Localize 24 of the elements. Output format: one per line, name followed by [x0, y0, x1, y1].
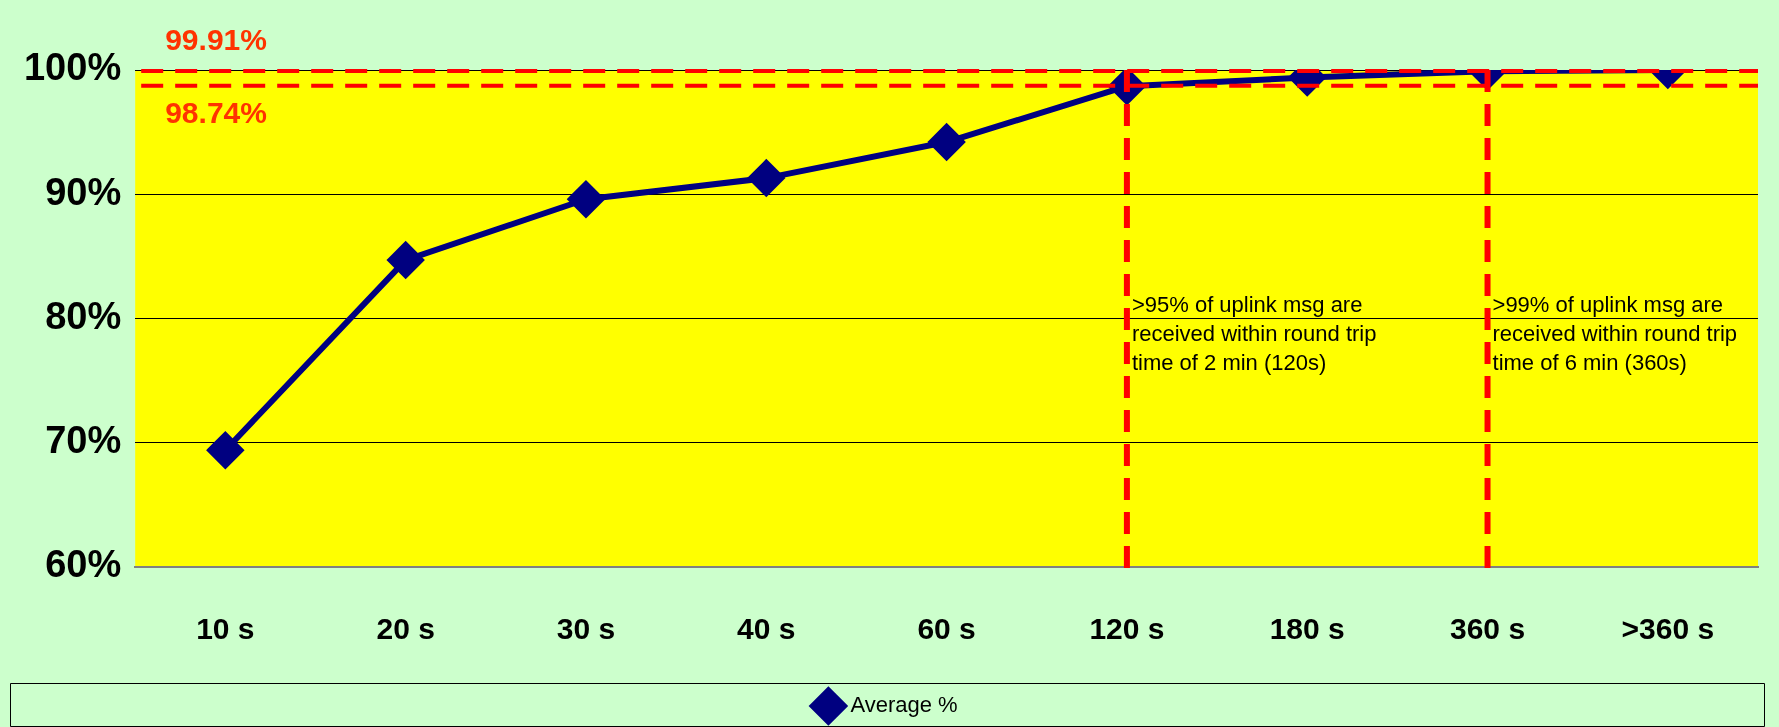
point — [387, 242, 424, 279]
annotation: >99% of uplink msg are received within round trip time of 6 min (360s) — [1492, 291, 1738, 375]
x-tick-label: 60 s — [917, 612, 976, 646]
x-tick-label: 180 s — [1269, 612, 1345, 646]
point — [748, 160, 785, 197]
legend-label: Average % — [850, 692, 958, 718]
y-tick-label: 80% — [45, 294, 122, 337]
x-tick-label: 360 s — [1449, 612, 1526, 646]
x-tick-label: 120 s — [1089, 612, 1165, 646]
ref-line-label: 99.91% — [165, 23, 267, 57]
y-tick-label: 100% — [23, 46, 122, 89]
x-tick-label: 30 s — [556, 612, 616, 646]
x-tick-label: 20 s — [376, 612, 435, 646]
x-tick-label: 10 s — [196, 612, 255, 646]
x-tick-label: 40 s — [737, 612, 796, 646]
ref-line-label: 98.74% — [165, 95, 267, 129]
annotation: >95% of uplink msg are received within round trip time of 2 min (120s) — [1131, 291, 1377, 375]
point — [928, 124, 965, 161]
point — [567, 181, 604, 218]
y-tick-label: 90% — [45, 170, 122, 213]
point — [207, 432, 244, 469]
x-tick-label: >360 s — [1621, 612, 1715, 646]
y-tick-label: 60% — [45, 543, 122, 586]
y-tick-label: 70% — [45, 419, 122, 462]
